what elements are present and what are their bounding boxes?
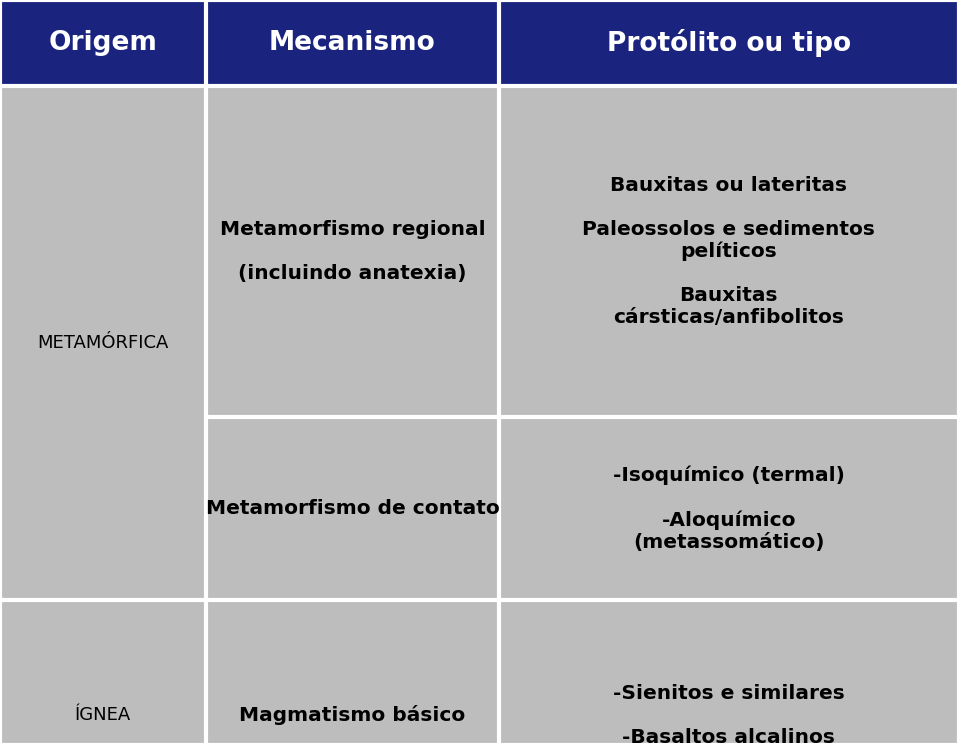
Text: Origem: Origem [49,30,157,56]
Bar [499,417,959,600]
Text: METAMÓRFICA: METAMÓRFICA [37,334,169,352]
Text: Magmatismo básico: Magmatismo básico [240,706,465,725]
Text: Mecanismo: Mecanismo [269,30,435,56]
Bar [206,600,499,745]
Bar [499,600,959,745]
Text: -Isoquímico (termal)

-Aloquímico
(metassomático): -Isoquímico (termal) -Aloquímico (metass… [613,466,845,551]
Text: Metamorfismo de contato: Metamorfismo de contato [205,499,500,518]
Bar [0,0,206,86]
Bar [499,0,959,86]
Text: ÍGNEA: ÍGNEA [75,706,131,724]
Text: Protólito ou tipo: Protólito ou tipo [607,29,851,57]
Text: -Sienitos e similares

-Basaltos alcalinos: -Sienitos e similares -Basaltos alcalino… [613,684,845,745]
Bar [206,86,499,417]
Bar [206,0,499,86]
Text: Bauxitas ou lateritas

Paleossolos e sedimentos
pelíticos

Bauxitas
cársticas/an: Bauxitas ou lateritas Paleossolos e sedi… [582,176,876,327]
Bar [0,600,206,745]
Text: Metamorfismo regional

(incluindo anatexia): Metamorfismo regional (incluindo anatexi… [220,220,485,283]
Bar [499,86,959,417]
Bar [206,417,499,600]
Bar [0,86,206,600]
